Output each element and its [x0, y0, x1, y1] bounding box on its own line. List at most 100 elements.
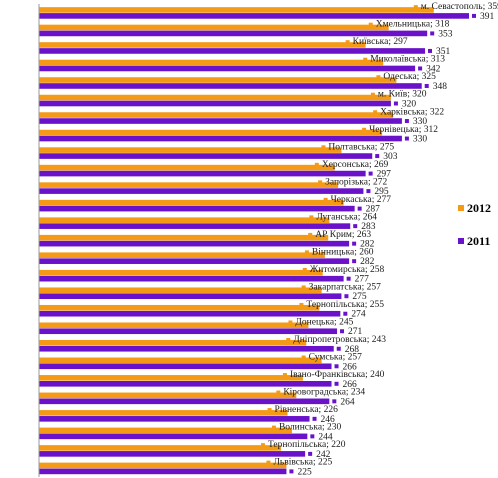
bar-2012	[39, 182, 339, 188]
bar-2012	[39, 357, 322, 364]
bar-2011	[39, 188, 364, 194]
label-marker-2012	[299, 302, 304, 307]
bar-2012	[39, 252, 325, 259]
label-marker-2011	[428, 48, 433, 53]
label-marker-2012	[314, 162, 319, 167]
bar-2011	[39, 118, 402, 124]
data-label-2012: Вінницька; 260	[312, 247, 374, 257]
data-label-2012: Чернівецька; 312	[369, 125, 438, 135]
bar-2011	[39, 30, 428, 37]
label-marker-2012	[286, 338, 291, 343]
label-marker-2012	[321, 145, 326, 150]
label-marker-2011	[310, 434, 315, 439]
bar-2012	[39, 147, 342, 153]
data-label-2011: 283	[361, 222, 376, 232]
label-marker-2011	[424, 83, 429, 88]
label-marker-2012	[271, 425, 276, 430]
label-marker-2011	[289, 469, 294, 474]
label-marker-2011	[343, 311, 348, 316]
data-label-2012: Київська; 297	[353, 37, 408, 47]
label-marker-2011	[366, 189, 371, 194]
label-marker-2011	[472, 13, 476, 18]
legend-label-2012: 2012	[467, 201, 491, 215]
bar-2011	[39, 275, 344, 282]
label-marker-2011	[430, 31, 435, 36]
label-marker-2012	[266, 460, 271, 465]
label-marker-2011	[352, 241, 357, 246]
data-label-2012: Херсонська; 269	[322, 160, 389, 170]
label-marker-2012	[376, 75, 381, 80]
data-label-2012: Рівненська; 226	[275, 405, 339, 415]
bar-2011	[39, 13, 469, 19]
label-marker-2012	[323, 197, 328, 202]
legend-swatch-2011	[458, 238, 464, 244]
bar-2011	[39, 363, 332, 370]
data-label-2011: 275	[352, 292, 367, 302]
bar-2012	[39, 269, 323, 276]
data-label-2011: 330	[413, 117, 428, 127]
bar-2011	[39, 345, 334, 352]
data-label-2012: Тернопільська; 220	[268, 440, 346, 450]
label-marker-2012	[345, 40, 350, 45]
label-marker-2011	[375, 154, 380, 159]
data-label-2012: Черкаська; 277	[331, 195, 392, 205]
label-marker-2011	[418, 66, 423, 71]
data-label-2012: Тернопільська; 255	[306, 300, 384, 310]
data-label-2012: Волинська; 230	[279, 423, 342, 433]
bar-2012	[39, 199, 344, 206]
bar-2011	[39, 398, 330, 405]
bar-2012	[39, 340, 307, 346]
bar-2012	[39, 59, 384, 66]
data-label-2012: Запорізька; 272	[325, 177, 387, 187]
bar-2011	[39, 135, 402, 142]
bar-2012	[39, 112, 394, 118]
bar-2011	[39, 310, 341, 317]
data-label-2012: Сумська; 257	[309, 353, 362, 363]
label-marker-2011	[393, 101, 398, 106]
bar-2011	[39, 48, 426, 54]
label-marker-2012	[318, 180, 323, 185]
data-label-2011: 342	[426, 64, 441, 74]
bar-2011	[39, 83, 422, 89]
label-marker-2012	[304, 250, 309, 255]
data-label-2012: Харківська; 322	[380, 107, 444, 117]
label-marker-2012	[309, 215, 314, 220]
data-label-2011: 271	[348, 327, 363, 337]
data-label-2011: 297	[377, 170, 392, 180]
data-label-2011: 391	[480, 12, 495, 22]
data-label-2012: Закарпатська; 257	[309, 282, 381, 292]
data-label-2011: 277	[355, 275, 370, 285]
bar-2012	[39, 445, 281, 451]
label-marker-2011	[336, 346, 341, 351]
data-label-2011: 353	[438, 29, 453, 39]
bar-2011	[39, 416, 310, 422]
data-label-2011: 266	[343, 380, 358, 390]
label-marker-2012	[373, 110, 378, 115]
data-label-2012: АР Крим; 263	[315, 230, 371, 240]
data-label-2011: 348	[433, 82, 448, 92]
bar-2012	[39, 7, 434, 13]
data-label-2012: Полтавська; 275	[328, 142, 394, 152]
bar-2012	[39, 287, 322, 294]
label-marker-2011	[404, 136, 409, 141]
bar-2012	[39, 77, 397, 83]
data-label-2012: Житомирська; 258	[310, 265, 385, 275]
label-marker-2011	[346, 276, 351, 281]
bar-2011	[39, 240, 350, 247]
data-label-2011: 282	[360, 257, 375, 267]
label-marker-2011	[353, 224, 358, 229]
label-marker-2012	[362, 127, 367, 132]
data-label-2011: 264	[340, 397, 355, 407]
bar-2012	[39, 410, 288, 416]
bar-2012	[39, 24, 389, 31]
label-marker-2012	[370, 92, 375, 97]
label-marker-2012	[276, 390, 281, 395]
legend-swatch-2012	[458, 205, 464, 211]
bar-2012	[39, 94, 391, 101]
bar-2011	[39, 153, 373, 159]
bar-2011	[39, 205, 355, 212]
label-marker-2011	[404, 119, 409, 124]
bar-2012	[39, 375, 303, 381]
data-label-2011: 242	[316, 450, 331, 460]
